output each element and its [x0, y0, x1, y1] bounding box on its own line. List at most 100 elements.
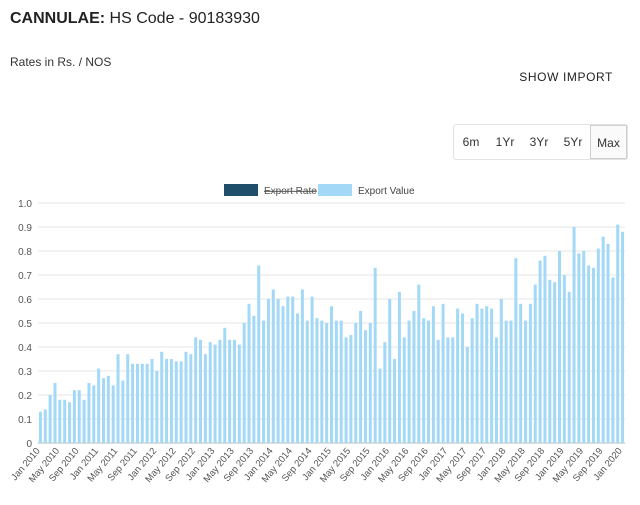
- bar[interactable]: [329, 306, 334, 443]
- bar[interactable]: [116, 354, 120, 443]
- bar[interactable]: [562, 275, 566, 443]
- bar[interactable]: [616, 224, 620, 443]
- bar[interactable]: [378, 368, 382, 443]
- bar[interactable]: [257, 265, 261, 443]
- bar[interactable]: [155, 371, 159, 443]
- bar[interactable]: [393, 359, 397, 443]
- bar[interactable]: [174, 361, 178, 443]
- bar[interactable]: [262, 320, 266, 443]
- range-3yr-button[interactable]: 3Yr: [529, 135, 549, 149]
- bar[interactable]: [58, 399, 62, 443]
- bar[interactable]: [101, 378, 105, 443]
- bar[interactable]: [271, 289, 275, 443]
- bar[interactable]: [407, 320, 411, 443]
- bar[interactable]: [72, 390, 76, 443]
- bar[interactable]: [169, 359, 173, 443]
- bar[interactable]: [359, 311, 363, 443]
- bar[interactable]: [621, 231, 625, 443]
- legend-swatch[interactable]: [318, 184, 352, 196]
- bar[interactable]: [194, 337, 198, 443]
- bar[interactable]: [242, 323, 246, 443]
- bar[interactable]: [150, 359, 154, 443]
- bar[interactable]: [179, 361, 183, 443]
- bar[interactable]: [296, 313, 300, 443]
- legend-label[interactable]: Export Value: [358, 186, 415, 197]
- bar[interactable]: [422, 318, 426, 443]
- bar[interactable]: [87, 383, 91, 443]
- bar[interactable]: [402, 337, 406, 443]
- range-max-button[interactable]: Max: [590, 125, 627, 159]
- bar[interactable]: [228, 339, 232, 443]
- bar[interactable]: [77, 390, 81, 443]
- bar[interactable]: [111, 385, 115, 443]
- bar[interactable]: [213, 344, 217, 443]
- bar[interactable]: [504, 320, 508, 443]
- bar[interactable]: [276, 299, 280, 443]
- bar[interactable]: [349, 335, 353, 443]
- bar[interactable]: [160, 351, 164, 443]
- bar[interactable]: [567, 291, 571, 443]
- bar[interactable]: [499, 299, 503, 443]
- bar[interactable]: [373, 267, 377, 443]
- bar[interactable]: [494, 337, 498, 443]
- bar[interactable]: [514, 258, 518, 443]
- bar[interactable]: [325, 323, 329, 443]
- bar[interactable]: [582, 251, 586, 443]
- bar[interactable]: [606, 243, 610, 443]
- bar[interactable]: [68, 402, 72, 443]
- bar[interactable]: [135, 363, 139, 443]
- bar[interactable]: [252, 315, 256, 443]
- bar[interactable]: [524, 320, 528, 443]
- range-5yr-button[interactable]: 5Yr: [563, 135, 583, 149]
- bar[interactable]: [218, 339, 222, 443]
- bar[interactable]: [427, 320, 431, 443]
- bar[interactable]: [140, 363, 144, 443]
- bar[interactable]: [596, 248, 600, 443]
- bar[interactable]: [121, 380, 125, 443]
- bar[interactable]: [601, 236, 605, 443]
- bar[interactable]: [412, 311, 416, 443]
- range-1yr-button[interactable]: 1Yr: [495, 135, 515, 149]
- bar[interactable]: [43, 409, 47, 443]
- bar[interactable]: [485, 306, 489, 443]
- bar[interactable]: [480, 308, 484, 443]
- bar[interactable]: [383, 342, 387, 443]
- bar[interactable]: [131, 363, 135, 443]
- bar[interactable]: [363, 330, 367, 443]
- bar[interactable]: [436, 339, 440, 443]
- bar[interactable]: [509, 320, 513, 443]
- bar[interactable]: [281, 306, 285, 443]
- bar[interactable]: [543, 255, 547, 443]
- bar[interactable]: [388, 299, 392, 443]
- bar[interactable]: [310, 296, 314, 443]
- bar[interactable]: [528, 303, 532, 443]
- bar[interactable]: [451, 337, 455, 443]
- bar[interactable]: [199, 339, 203, 443]
- bar[interactable]: [286, 296, 290, 443]
- bar[interactable]: [538, 260, 542, 443]
- bar[interactable]: [223, 327, 227, 443]
- bar[interactable]: [368, 323, 372, 443]
- bar[interactable]: [232, 339, 236, 443]
- bar[interactable]: [247, 303, 251, 443]
- bar[interactable]: [106, 375, 110, 443]
- bar[interactable]: [203, 354, 207, 443]
- bar[interactable]: [82, 399, 86, 443]
- bar[interactable]: [320, 320, 324, 443]
- bar[interactable]: [315, 318, 319, 443]
- bar[interactable]: [591, 267, 595, 443]
- bar[interactable]: [126, 354, 130, 443]
- bar[interactable]: [291, 296, 295, 443]
- bar[interactable]: [431, 306, 435, 443]
- show-import-button[interactable]: SHOW IMPORT: [519, 70, 613, 84]
- bar[interactable]: [553, 282, 557, 443]
- bar[interactable]: [63, 399, 67, 443]
- bar[interactable]: [354, 323, 358, 443]
- bar[interactable]: [587, 265, 591, 443]
- bar[interactable]: [460, 313, 464, 443]
- bar[interactable]: [456, 308, 460, 443]
- bar[interactable]: [53, 383, 57, 443]
- bar[interactable]: [266, 299, 270, 443]
- bar[interactable]: [475, 303, 479, 443]
- bar[interactable]: [465, 347, 469, 443]
